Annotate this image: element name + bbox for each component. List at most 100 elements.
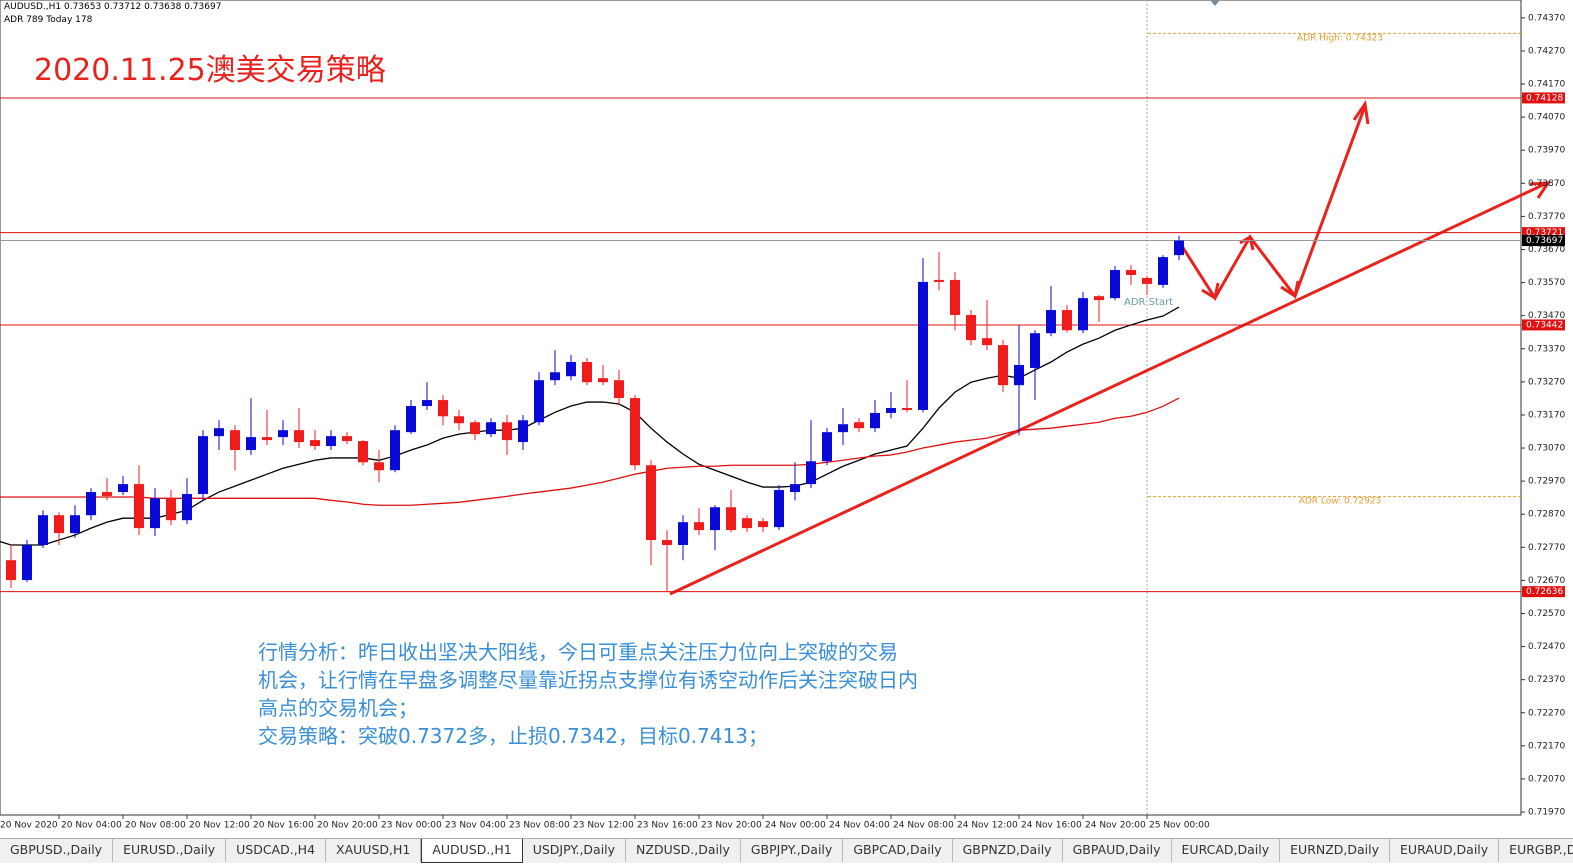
tab[interactable]: EURCAD,Daily xyxy=(1172,839,1281,862)
tab[interactable]: GBPAUD,Daily xyxy=(1063,839,1172,862)
x-tick-label: 24 Nov 08:00 xyxy=(893,821,954,831)
tab[interactable]: XAUUSD,H1 xyxy=(326,839,422,862)
price-tag xyxy=(1522,235,1565,247)
arrow-head xyxy=(1352,100,1370,125)
candle-body xyxy=(326,436,336,447)
candle-body xyxy=(886,407,896,413)
tab[interactable]: GBPUSD.,Daily xyxy=(0,839,114,862)
tab[interactable]: EURAUD,Daily xyxy=(1390,839,1500,862)
candle-body xyxy=(182,494,192,521)
candle-body xyxy=(774,490,784,528)
analysis-line: 机会，让行情在早盘多调整尽量靠近拐点支撑位有诱空动作后关注突破日内 xyxy=(258,668,918,692)
moving-average xyxy=(0,397,1180,506)
x-tick-label: 20 Nov 08:00 xyxy=(125,821,186,831)
level-tag xyxy=(1522,227,1565,239)
tab[interactable]: EURNZD,Daily xyxy=(1280,839,1391,862)
candle-body xyxy=(790,484,800,493)
x-tick-label: 24 Nov 04:00 xyxy=(829,821,890,831)
y-tick-label: 0.73370 xyxy=(1528,344,1565,354)
analysis-line: 高点的交易机会； xyxy=(258,696,418,720)
candle-body xyxy=(262,437,272,441)
tab[interactable]: EURUSD.,Daily xyxy=(113,839,227,862)
candle-body xyxy=(214,428,224,437)
candle-body xyxy=(118,484,128,493)
y-tick-label: 0.71970 xyxy=(1528,808,1565,818)
tab[interactable]: USDJPY.,Daily xyxy=(523,839,627,862)
y-tick-label: 0.72570 xyxy=(1528,609,1565,619)
candle-body xyxy=(86,492,96,516)
y-tick-label: 0.73470 xyxy=(1528,311,1565,321)
candle-body xyxy=(710,507,720,531)
candle-body xyxy=(198,436,208,495)
level-tag xyxy=(1522,92,1565,104)
level-tag-label: 0.72636 xyxy=(1526,587,1563,597)
price-tag-label: 0.73697 xyxy=(1526,236,1563,246)
x-tick-label: 23 Nov 00:00 xyxy=(381,821,442,831)
shift-marker xyxy=(1210,0,1220,6)
header: AUDUSD.,H1 0.73653 0.73712 0.73638 0.736… xyxy=(4,2,221,12)
tab[interactable]: USDCAD.,H4 xyxy=(226,839,327,862)
candle-body xyxy=(278,430,288,438)
y-tick-label: 0.73170 xyxy=(1528,410,1565,420)
candle-body xyxy=(870,412,880,429)
candle-body xyxy=(614,380,624,399)
tab[interactable]: NZDUSD.,Daily xyxy=(626,839,741,862)
x-tick-label: 20 Nov 04:00 xyxy=(61,821,122,831)
candle-body xyxy=(902,407,912,410)
candle-body xyxy=(646,465,656,541)
adr-start-label: ADR Start xyxy=(1124,297,1173,308)
tab-bar: GBPUSD.,Daily EURUSD.,Daily USDCAD.,H4 XAUU… xyxy=(0,838,1573,863)
candle-body xyxy=(390,430,400,471)
chart-title: 2020.11.25澳美交易策略 xyxy=(34,53,386,88)
candle-body xyxy=(1174,240,1184,256)
level-tag-label: 0.73442 xyxy=(1526,320,1563,330)
y-tick-label: 0.72070 xyxy=(1528,774,1565,784)
tab[interactable]: EURGBP.,Daily xyxy=(1499,839,1573,862)
candle-body xyxy=(438,400,448,417)
trend-line xyxy=(669,182,1546,596)
y-tick-label: 0.73870 xyxy=(1528,179,1565,189)
candle-body xyxy=(54,515,64,534)
candle-body xyxy=(966,315,976,341)
tab[interactable]: AUDUSD.,H1 xyxy=(421,839,523,863)
candle-body xyxy=(6,560,16,581)
candle-body xyxy=(918,281,928,410)
analysis-line: 交易策略：突破0.7372多，止损0.7342，目标0.7413； xyxy=(258,724,768,748)
x-tick-label: 23 Nov 08:00 xyxy=(509,821,570,831)
y-tick-label: 0.72470 xyxy=(1528,642,1565,652)
tab[interactable]: GBPNZD,Daily xyxy=(953,839,1063,862)
y-tick-label: 0.72270 xyxy=(1528,708,1565,718)
x-tick-label: 20 Nov 20:00 xyxy=(317,821,378,831)
y-tick-label: 0.72870 xyxy=(1528,510,1565,520)
level-tag-label: 0.74128 xyxy=(1526,93,1563,103)
plot-frame xyxy=(0,0,1522,816)
adr-label: ADR High: 0.74323 xyxy=(1297,33,1383,43)
x-tick-label: 23 Nov 16:00 xyxy=(637,821,698,831)
level-tag xyxy=(1522,319,1565,331)
y-tick-label: 0.74070 xyxy=(1528,113,1565,123)
y-tick-label: 0.74170 xyxy=(1528,80,1565,90)
candle-body xyxy=(38,515,48,545)
x-tick-label: 20 Nov 2020 xyxy=(0,821,58,831)
candle-body xyxy=(166,498,176,521)
candle-body xyxy=(1046,310,1056,334)
candle-body xyxy=(358,441,368,463)
candle-body xyxy=(950,279,960,316)
y-tick-label: 0.74270 xyxy=(1528,46,1565,56)
tab[interactable]: GBPCAD,Daily xyxy=(843,839,953,862)
tab[interactable]: GBPJPY.,Daily xyxy=(741,839,844,862)
candle-body xyxy=(982,338,992,346)
y-tick-label: 0.72170 xyxy=(1528,741,1565,751)
candle-body xyxy=(518,420,528,443)
candle-body xyxy=(1158,257,1168,285)
candle-body xyxy=(22,544,32,581)
y-tick-label: 0.73670 xyxy=(1528,245,1565,255)
x-tick-label: 24 Nov 12:00 xyxy=(957,821,1018,831)
candle-body xyxy=(758,521,768,528)
candle-body xyxy=(406,406,416,433)
candle-body xyxy=(550,372,560,381)
candle-body xyxy=(454,416,464,424)
y-tick-label: 0.72670 xyxy=(1528,576,1565,586)
candle-body xyxy=(102,492,112,497)
